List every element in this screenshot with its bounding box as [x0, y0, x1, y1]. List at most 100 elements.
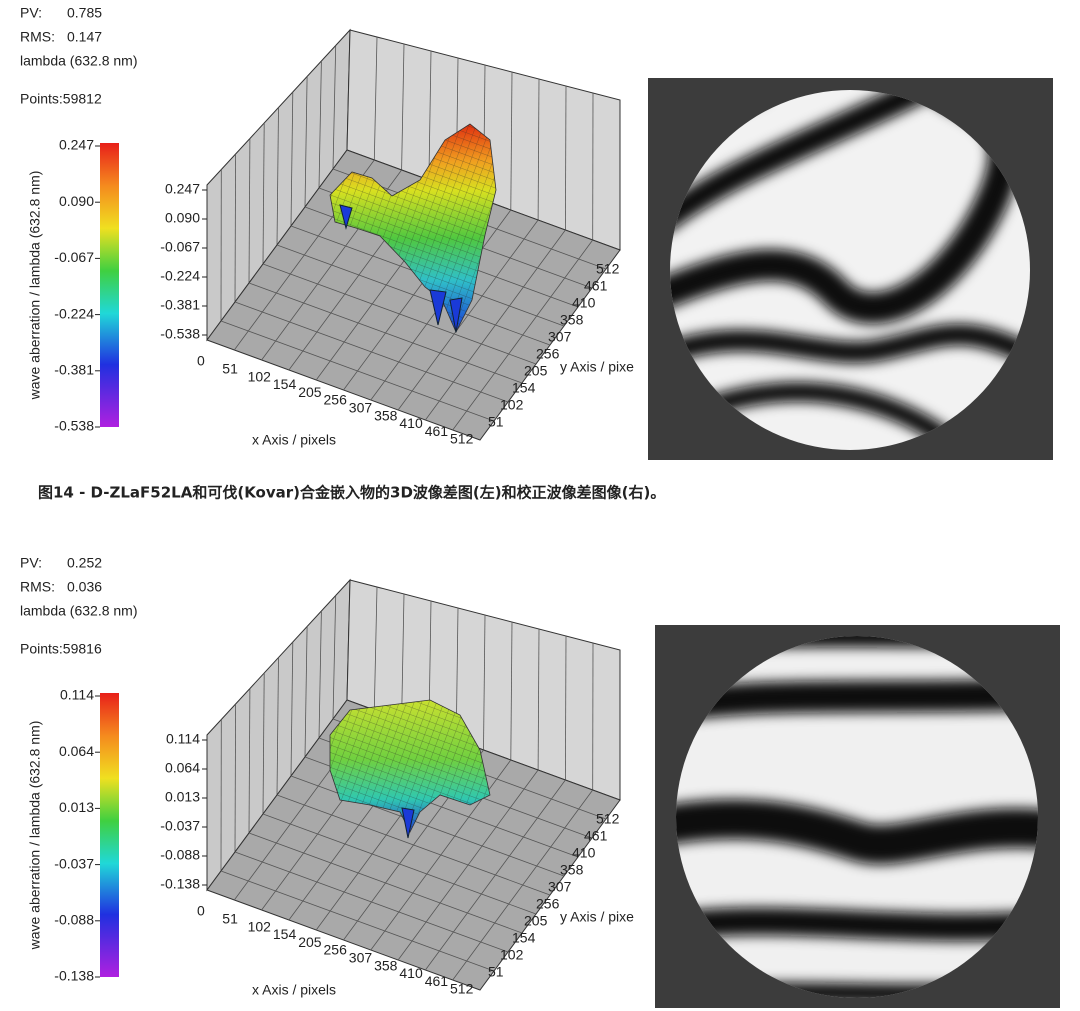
wall-line — [332, 595, 337, 720]
colorbar-tick-label: 0.013 — [59, 799, 94, 815]
z-tick-label: 0.247 — [165, 181, 200, 197]
z-tick-label: 0.064 — [165, 760, 200, 776]
colorbar-label: wave aberration / lambda (632.8 nm) — [27, 721, 43, 951]
interferogram — [655, 625, 1060, 1008]
floor-grid — [276, 244, 551, 346]
colorbar-tick-label: -0.538 — [54, 418, 94, 434]
x-tick-label: 358 — [374, 957, 398, 973]
y-tick-label: 102 — [500, 397, 524, 413]
wall-line — [290, 641, 294, 777]
y-tick-label: 410 — [572, 845, 596, 861]
wall-line — [304, 76, 308, 208]
x-tick-label: 512 — [450, 431, 474, 447]
x-tick-label: 102 — [248, 368, 272, 384]
x-tick-label: 0 — [197, 353, 205, 369]
y-axis-label: y Axis / pixe — [560, 359, 634, 375]
y-tick-label: 154 — [512, 380, 536, 396]
y-tick-label: 358 — [560, 862, 584, 878]
x-tick-label: 154 — [273, 926, 297, 942]
x-tick-label: 512 — [450, 981, 474, 997]
wall-line — [401, 593, 405, 721]
colorbar-tick-label: -0.224 — [54, 305, 94, 321]
wall-line — [318, 60, 322, 189]
colorbar-tick-label: -0.381 — [54, 362, 94, 378]
x-tick-label: 0 — [197, 903, 205, 919]
wall-line — [276, 657, 279, 796]
x-tick-label: 410 — [399, 965, 423, 981]
x-axis-label: x Axis / pixels — [252, 432, 336, 448]
y-tick-label: 102 — [500, 947, 524, 963]
y-tick-label: 51 — [488, 414, 504, 430]
z-tick-label: -0.224 — [160, 268, 200, 284]
colorbar-tick-label: 0.247 — [59, 137, 94, 153]
wall-line — [262, 122, 265, 265]
colorbar — [100, 693, 119, 977]
x-tick-label: 307 — [349, 400, 373, 416]
floor-grid — [276, 794, 551, 896]
stat-label: PV: — [20, 555, 42, 571]
y-tick-label: 512 — [596, 261, 620, 277]
y-tick-label: 410 — [572, 295, 596, 311]
z-tick-label: -0.067 — [160, 239, 200, 255]
surface-spike — [429, 289, 447, 326]
z-tick-label: -0.088 — [160, 847, 200, 863]
y-tick-label: 358 — [560, 312, 584, 328]
x-tick-label: 256 — [324, 942, 348, 958]
wall-line — [537, 78, 540, 221]
wall-line — [373, 36, 378, 161]
stat-value: 0.147 — [67, 29, 102, 45]
floor-grid — [290, 775, 565, 877]
unit-label: lambda (632.8 nm) — [20, 53, 138, 69]
wall-line — [234, 153, 237, 303]
floor-grid — [452, 789, 594, 981]
x-tick-label: 154 — [273, 376, 297, 392]
wall-line — [290, 91, 294, 227]
wall-line — [318, 610, 322, 739]
wall-line — [248, 138, 251, 284]
floor-grid — [397, 769, 539, 961]
y-tick-label: 205 — [524, 913, 548, 929]
colorbar-tick-label: -0.067 — [54, 249, 94, 265]
z-tick-label: -0.538 — [160, 326, 200, 342]
surface-mesh — [330, 700, 490, 832]
x-tick-label: 410 — [399, 415, 423, 431]
x-tick-label: 358 — [374, 407, 398, 423]
wavefront-panel: PV: 0.785 RMS: 0.147 lambda (632.8 nm) Points… — [20, 5, 634, 448]
y-axis-label: y Axis / pixe — [560, 909, 634, 925]
floor-grid — [425, 779, 566, 971]
colorbar-tick-label: -0.138 — [54, 968, 94, 984]
stat-label: PV: — [20, 5, 42, 21]
colorbar-tick-label: 0.064 — [59, 743, 94, 759]
y-tick-label: 461 — [584, 828, 608, 844]
colorbar-label: wave aberration / lambda (632.8 nm) — [27, 171, 43, 401]
surface-spike — [339, 204, 353, 230]
wall-line — [428, 50, 432, 181]
unit-label: lambda (632.8 nm) — [20, 603, 138, 619]
x-tick-label: 461 — [425, 973, 449, 989]
colorbar-tick-label: -0.037 — [54, 855, 94, 871]
y-tick-label: 461 — [584, 278, 608, 294]
surface-spike — [449, 297, 463, 333]
wall-line — [510, 71, 513, 211]
stat-value: 0.036 — [67, 579, 102, 595]
surface-spike — [401, 807, 415, 839]
wall-line — [373, 586, 378, 711]
floor-grid — [397, 219, 539, 411]
colorbar-tick-label: -0.088 — [54, 912, 94, 928]
z-tick-label: 0.114 — [166, 731, 200, 747]
y-tick-label: 154 — [512, 930, 536, 946]
wall-line — [234, 703, 237, 853]
stat-value: 0.785 — [67, 5, 102, 21]
x-tick-label: 461 — [425, 423, 449, 439]
y-tick-label: 256 — [536, 896, 560, 912]
colorbar-tick-label: 0.114 — [60, 687, 94, 703]
y-tick-label: 307 — [548, 879, 572, 895]
wavefront-panel: PV: 0.252 RMS: 0.036 lambda (632.8 nm) Points… — [20, 555, 634, 998]
wall-line — [565, 85, 567, 231]
colorbar — [100, 143, 119, 427]
interferogram — [648, 78, 1053, 460]
stat-label: RMS: — [20, 29, 55, 45]
y-tick-label: 205 — [524, 363, 548, 379]
wall-line — [537, 628, 540, 771]
stat-value: 0.252 — [67, 555, 102, 571]
